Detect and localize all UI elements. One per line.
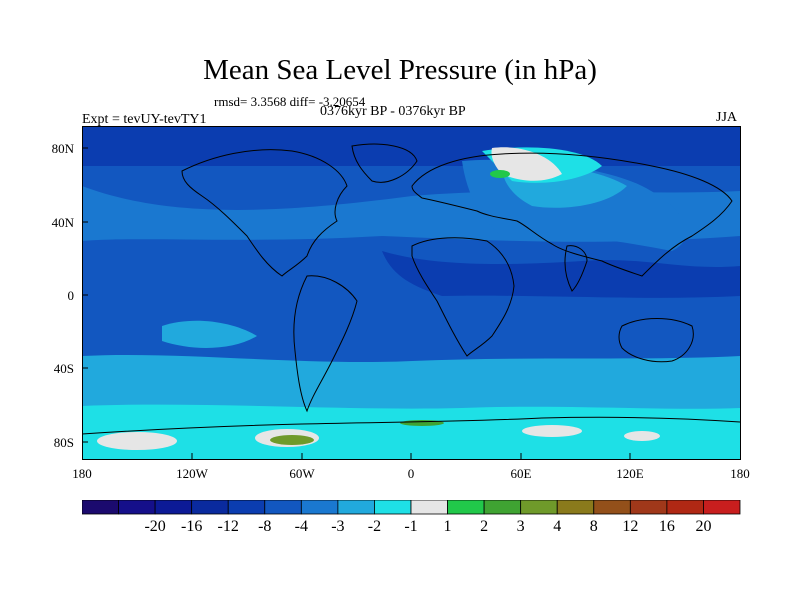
colorbar-label: -1 xyxy=(404,518,418,535)
antarctic-white-east xyxy=(522,425,582,437)
colorbar-label: -4 xyxy=(294,518,308,535)
colorbar-swatch xyxy=(264,500,302,515)
colorbar-swatch xyxy=(374,500,412,515)
season-label: JJA xyxy=(716,110,738,125)
pacific-cyan-patch xyxy=(162,320,257,348)
coastlines xyxy=(82,143,740,435)
colorbar-swatch xyxy=(483,500,522,515)
lon-tick: 60E xyxy=(510,466,532,481)
eurasia-coast xyxy=(411,152,733,277)
experiment-label: Expt = tevUY-tevTY1 xyxy=(82,112,207,127)
colorbar xyxy=(82,500,741,515)
map-frame xyxy=(82,126,741,460)
axis-ticks xyxy=(82,147,631,459)
africa-coast xyxy=(411,237,515,357)
colorbar-label: 4 xyxy=(553,518,562,535)
lon-tick: 180 xyxy=(72,466,92,481)
antarctic-white-east2 xyxy=(624,431,660,441)
colorbar-swatch xyxy=(703,500,741,515)
period-label: 0376kyr BP - 0376kyr BP xyxy=(320,104,466,119)
colorbar-swatch xyxy=(447,500,485,515)
colorbar-label: 16 xyxy=(658,518,675,535)
colorbar-swatch xyxy=(118,500,156,515)
colorbar-swatch xyxy=(593,500,631,515)
colorbar-swatch xyxy=(337,500,375,515)
arctic-band xyxy=(82,126,740,166)
colorbar-label: -16 xyxy=(180,518,203,535)
lon-tick: 120E xyxy=(616,466,644,481)
lon-tick: 120W xyxy=(176,466,208,481)
lon-tick: 180 xyxy=(730,466,750,481)
siberia-green xyxy=(490,170,510,178)
lon-tick: 0 xyxy=(407,466,415,481)
colorbar-label: 12 xyxy=(622,518,639,535)
lat-tick: 40S xyxy=(53,361,74,376)
antarctic-white-west xyxy=(97,432,177,450)
colorbar-label: 1 xyxy=(443,518,452,535)
india-coast xyxy=(564,245,588,292)
south-america-coast xyxy=(293,275,358,413)
lat-tick: 40N xyxy=(51,215,74,230)
colorbar-swatch xyxy=(154,500,193,515)
colorbar-swatch xyxy=(629,500,668,515)
colorbar-label: 2 xyxy=(480,518,489,535)
greenland-coast xyxy=(351,143,418,183)
colorbar-swatch xyxy=(410,500,448,515)
equatorial-dark xyxy=(382,251,740,298)
colorbar-swatch xyxy=(82,500,119,515)
lat-tick: 0 xyxy=(67,288,75,303)
colorbar-label: 3 xyxy=(516,518,525,535)
pressure-map xyxy=(82,126,741,460)
colorbar-label: -20 xyxy=(144,518,166,535)
lat-tick: 80N xyxy=(51,141,74,156)
colorbar-swatch xyxy=(227,500,266,515)
antarctica-coast xyxy=(82,416,740,435)
map-title: Mean Sea Level Pressure (in hPa) xyxy=(203,54,597,86)
colorbar-swatch xyxy=(300,500,339,515)
lat-tick: 80S xyxy=(53,435,74,450)
colorbar-swatch xyxy=(666,500,704,515)
colorbar-label: -2 xyxy=(367,518,382,535)
north-america-coast xyxy=(181,149,348,277)
lon-tick: 60W xyxy=(289,466,315,481)
colorbar-swatch xyxy=(556,500,595,515)
colorbar-label: -12 xyxy=(217,518,239,535)
colorbar-label: 8 xyxy=(589,518,598,535)
colorbar-swatch xyxy=(520,500,558,515)
colorbar-label: -3 xyxy=(331,518,345,535)
antarctic-cyan xyxy=(82,404,740,459)
australia-coast xyxy=(618,318,694,363)
stats-line: rmsd= 3.3568 diff= -3.20654 xyxy=(214,94,366,109)
colorbar-label: -8 xyxy=(258,518,272,535)
colorbar-label: 20 xyxy=(695,518,712,535)
antarctic-olive xyxy=(270,435,314,445)
colorbar-swatch xyxy=(191,500,229,515)
